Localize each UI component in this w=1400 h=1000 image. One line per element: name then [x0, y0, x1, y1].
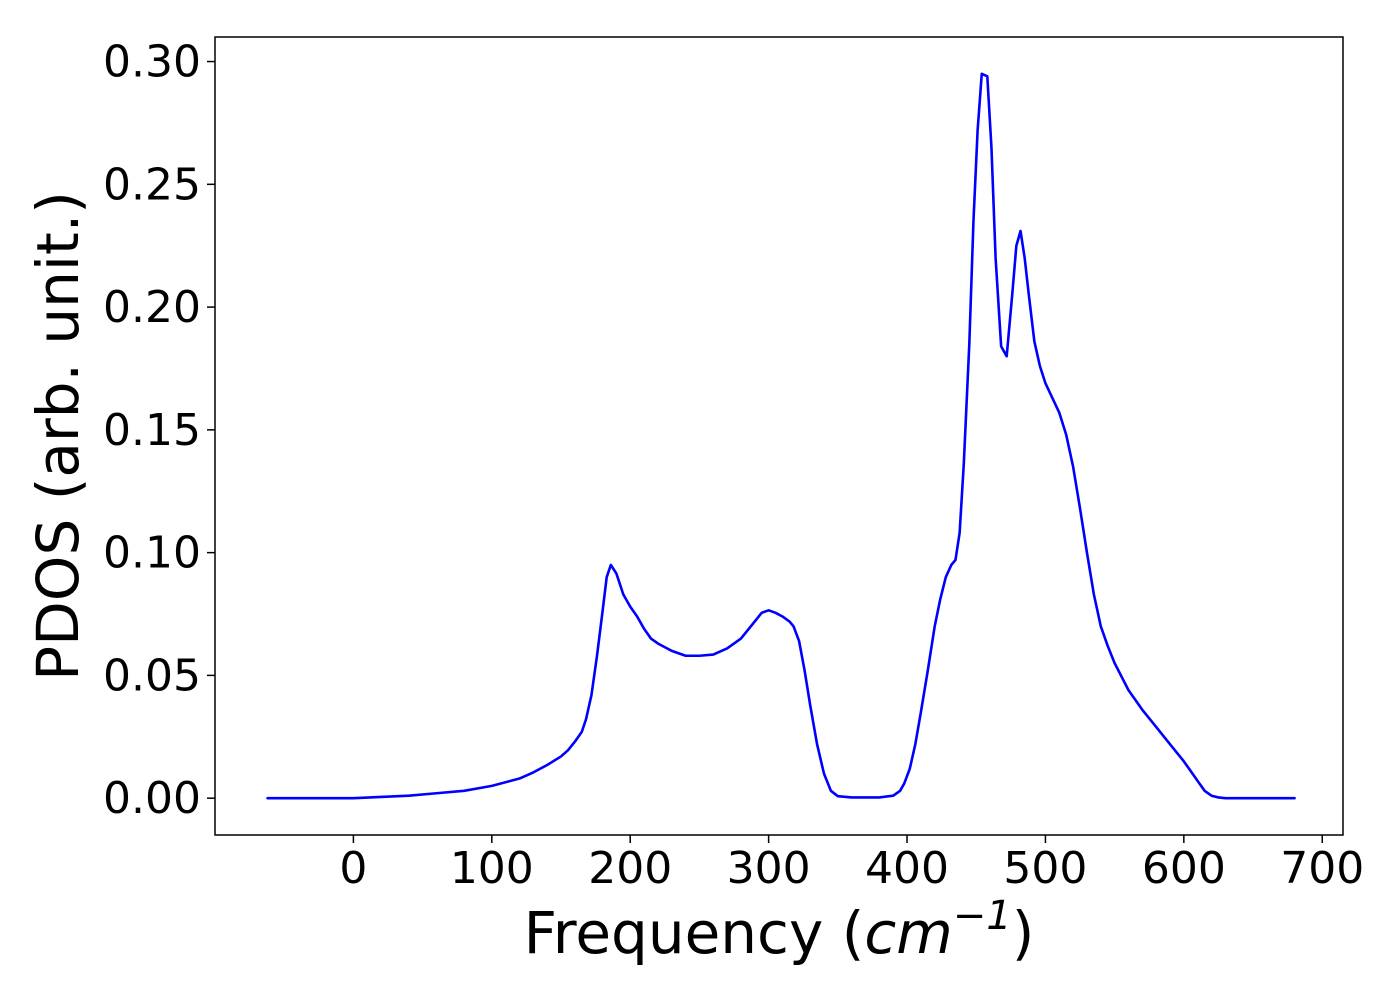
x-axis-label-unit: cm — [864, 899, 952, 967]
x-axis-label-exponent: −1 — [953, 893, 1012, 939]
x-tick-label: 300 — [727, 843, 811, 894]
y-axis-ticks: 0.00 0.05 0.10 0.15 0.20 0.25 0.30 — [103, 37, 215, 824]
x-tick-label: 600 — [1142, 843, 1226, 894]
plot-area — [214, 36, 1344, 836]
pdos-series-line — [266, 72, 1296, 800]
x-tick-label: 500 — [1003, 843, 1087, 894]
y-tick-label: 0.10 — [103, 528, 201, 579]
y-tick-label: 0.05 — [103, 650, 201, 701]
x-axis-label-close: ) — [1012, 899, 1035, 967]
y-tick-label: 0.25 — [103, 159, 201, 210]
y-tick-label: 0.30 — [103, 37, 201, 88]
plot-frame — [214, 36, 1344, 836]
y-axis-label: PDOS (arb. unit.) — [24, 191, 92, 681]
x-axis-label-main: Frequency ( — [524, 899, 865, 967]
y-tick-label: 0.15 — [103, 405, 201, 456]
x-tick-label: 400 — [865, 843, 949, 894]
x-tick-label: 700 — [1280, 843, 1364, 894]
y-tick-label: 0.00 — [103, 773, 201, 824]
x-tick-label: 0 — [339, 843, 367, 894]
x-axis-label: Frequency (cm−1) — [524, 893, 1035, 967]
x-axis-ticks: 0 100 200 300 400 500 600 700 — [339, 835, 1364, 894]
x-tick-label: 100 — [450, 843, 534, 894]
x-tick-label: 200 — [588, 843, 672, 894]
y-tick-label: 0.20 — [103, 282, 201, 333]
series-group — [266, 72, 1296, 800]
